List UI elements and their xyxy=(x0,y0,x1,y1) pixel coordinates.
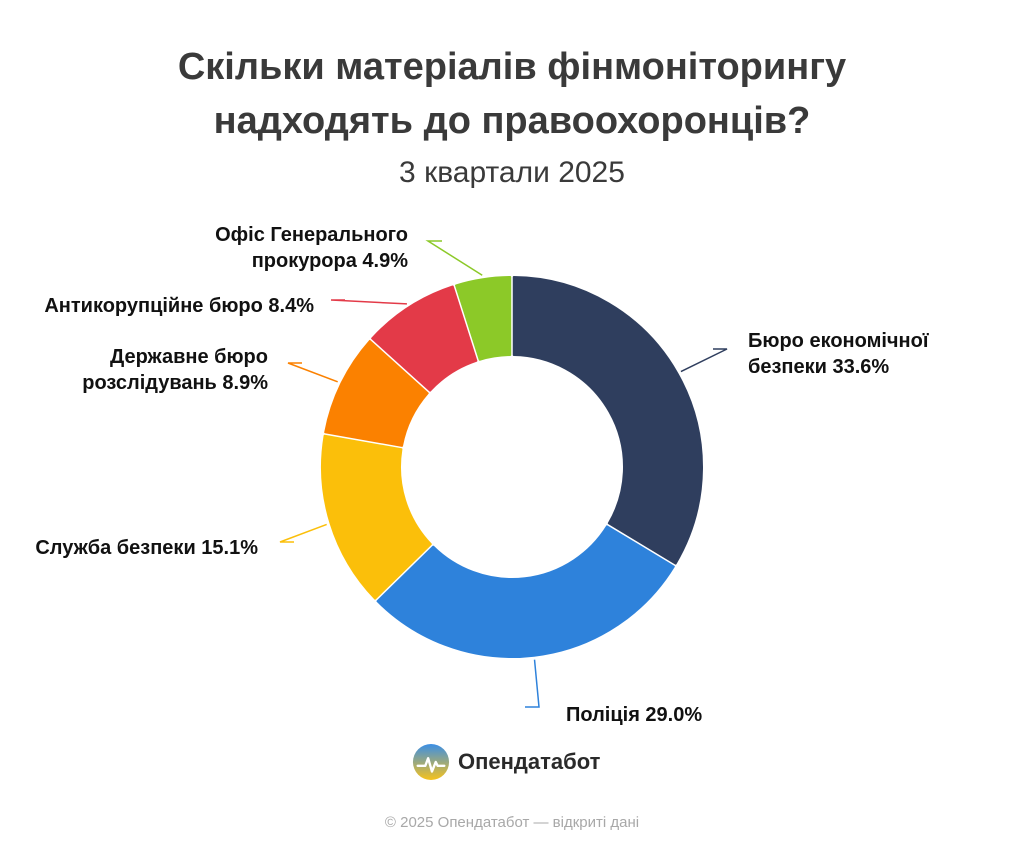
leader-line-1 xyxy=(680,348,728,373)
slice-label-1-line-1: Бюро економічної xyxy=(748,330,929,352)
slice-5 xyxy=(371,285,478,392)
slice-1 xyxy=(512,276,703,565)
slice-label-6-line-2: прокурора 4.9% xyxy=(252,250,409,272)
chart-title-line-2: надходять до правоохоронців? xyxy=(213,100,811,142)
brand-name: Опендатабот xyxy=(458,749,601,774)
slice-label-4-line-1: Державне бюро xyxy=(110,346,268,368)
slice-3 xyxy=(321,434,432,600)
slice-label-5-line-1: Антикорупційне бюро 8.4% xyxy=(44,295,314,317)
leader-line-2 xyxy=(525,659,540,708)
slice-label-3: Служба безпеки 15.1% xyxy=(35,537,258,559)
opendatabot-logo-icon xyxy=(412,743,450,781)
slice-label-2: Поліція 29.0% xyxy=(566,704,702,726)
slice-label-4-line-2: розслідувань 8.9% xyxy=(82,372,268,394)
leader-line-5 xyxy=(330,299,407,305)
slice-label-6: Офіс Генерального прокурора 4.9% xyxy=(215,224,408,272)
leader-line-4 xyxy=(287,362,338,383)
slice-label-1: Бюро економічної безпеки 33.6% xyxy=(748,330,929,378)
footer-copyright: © 2025 Опендатабот — відкриті дані xyxy=(384,814,640,831)
brand: Опендатабот xyxy=(412,742,600,782)
slice-label-4: Державне бюро розслідувань 8.9% xyxy=(82,346,268,394)
slice-label-5: Антикорупційне бюро 8.4% xyxy=(44,295,314,317)
chart-subtitle: 3 квартали 2025 xyxy=(399,156,625,189)
slice-label-1-line-2: безпеки 33.6% xyxy=(748,356,889,378)
leader-line-3 xyxy=(279,523,327,543)
donut-slices xyxy=(321,276,703,658)
leader-line-6 xyxy=(425,240,483,276)
slice-label-2-line-1: Поліція 29.0% xyxy=(566,704,702,726)
slice-6 xyxy=(455,276,512,361)
slice-label-3-line-1: Служба безпеки 15.1% xyxy=(35,537,258,559)
slice-4 xyxy=(324,339,429,447)
slice-labels: Бюро економічної безпеки 33.6% Поліція 29.… xyxy=(35,224,928,726)
chart-title: Скільки матеріалів фінмоніторингу надход… xyxy=(0,40,1024,148)
slice-label-6-line-1: Офіс Генерального xyxy=(215,224,408,246)
chart-title-line-1: Скільки матеріалів фінмоніторингу xyxy=(177,46,847,88)
slice-2 xyxy=(376,525,675,658)
label-leaders xyxy=(279,240,728,708)
